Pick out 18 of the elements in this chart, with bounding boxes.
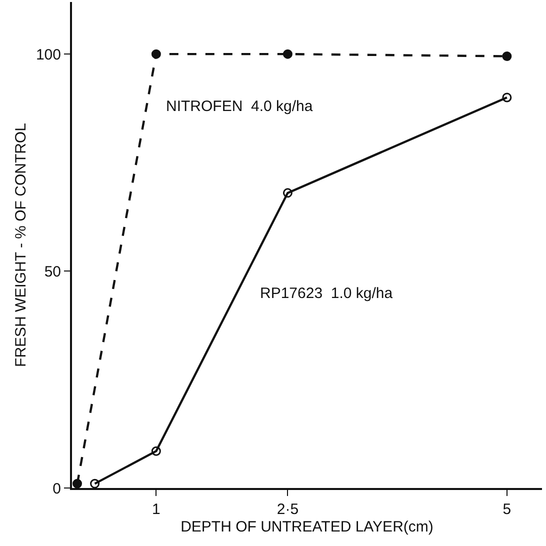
point	[72, 478, 82, 488]
x-tick-label: 1	[152, 501, 160, 518]
y-axis-title: FRESH WEIGHT - % OF CONTROL	[12, 123, 30, 367]
y-tick-label: 100	[36, 46, 61, 64]
point	[502, 51, 512, 61]
y-tick-label: 50	[44, 263, 61, 280]
series-label: NITROFEN 4.0 kg/ha	[166, 98, 314, 115]
y-tick-label: 0	[52, 480, 61, 498]
point	[151, 49, 161, 59]
point	[90, 478, 100, 488]
point	[282, 49, 292, 59]
point	[151, 446, 161, 456]
x-tick-label: 2·5	[276, 501, 299, 518]
x-tick-label: 5	[502, 501, 512, 518]
x-axis-title: DEPTH OF UNTREATED LAYER(cm)	[180, 518, 434, 536]
point	[502, 92, 512, 102]
point	[282, 188, 292, 198]
series-label: RP17623 1.0 kg/ha	[260, 285, 394, 302]
